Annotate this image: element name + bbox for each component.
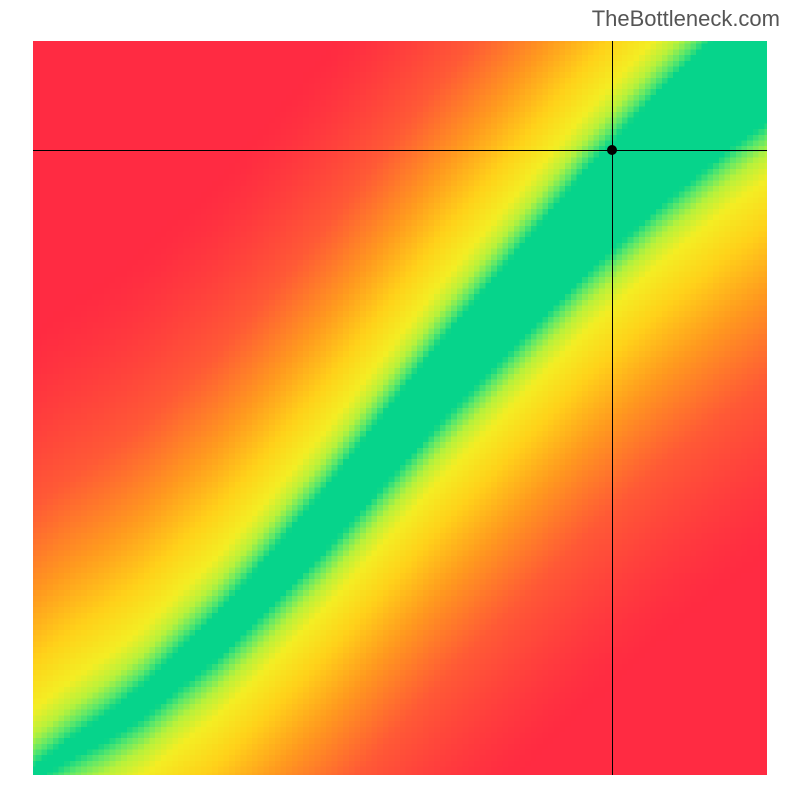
heatmap-canvas (30, 38, 770, 778)
data-point-marker (607, 145, 617, 155)
watermark-text: TheBottleneck.com (592, 6, 780, 32)
bottleneck-heatmap (30, 38, 770, 778)
crosshair-horizontal (30, 150, 770, 151)
